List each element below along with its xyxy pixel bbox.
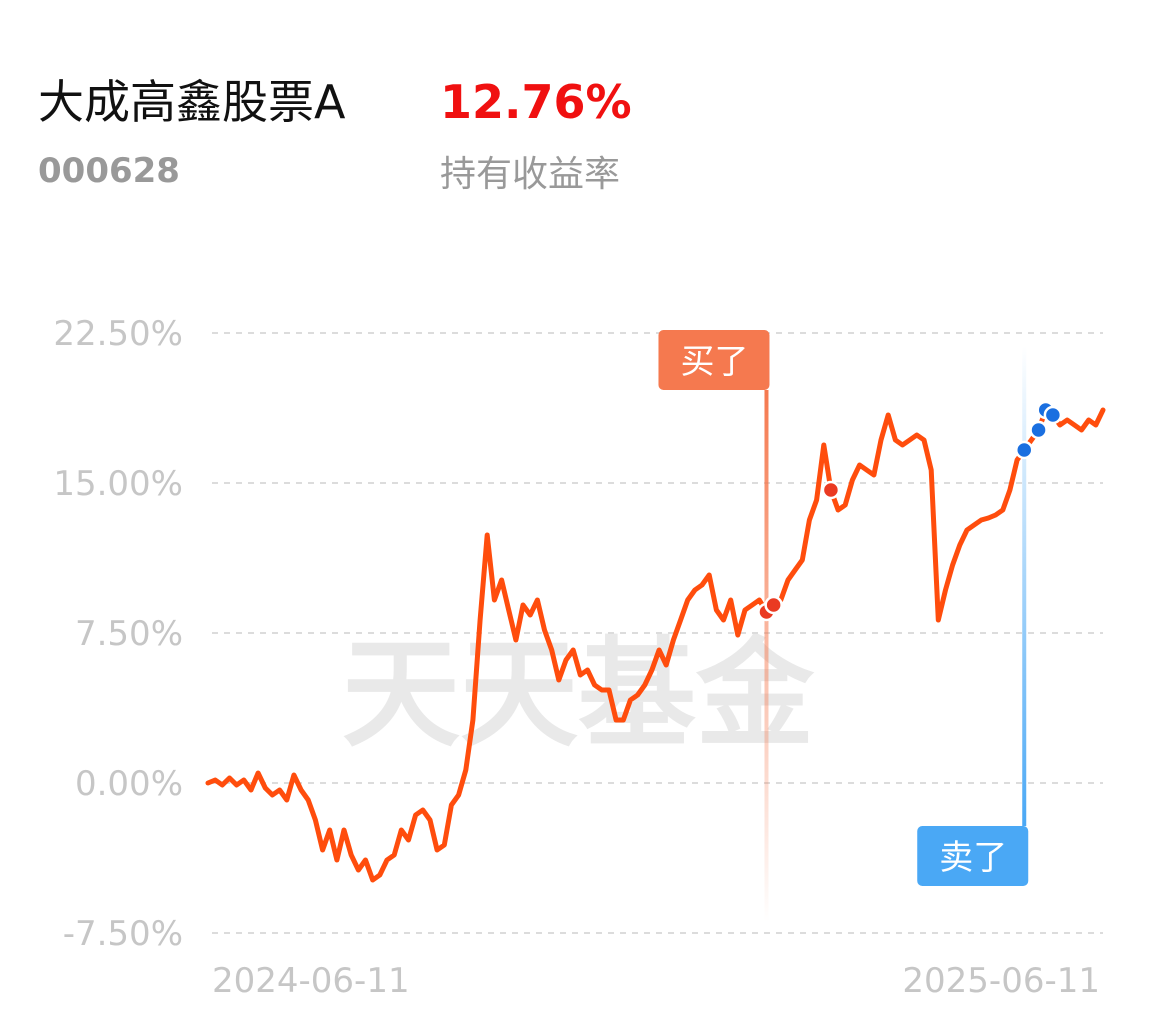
y-tick-label: 15.00%	[53, 464, 183, 504]
sell-flag	[917, 826, 1029, 886]
y-tick-label: -7.50%	[63, 914, 183, 954]
x-tick-label: 2024-06-11	[212, 961, 410, 1001]
sell-marker	[1014, 440, 1034, 460]
buy-flag-line	[764, 390, 769, 922]
holding-return: 12.76%	[440, 75, 632, 129]
buy-marker	[821, 480, 841, 500]
return-label: 持有收益率	[440, 154, 620, 195]
return-line	[205, 407, 1106, 883]
y-tick-label: 22.50%	[53, 314, 183, 354]
buy-flag	[658, 330, 770, 390]
sell-flag-label: 卖了	[939, 838, 1007, 878]
sell-marker	[1043, 405, 1063, 425]
x-tick-label: 2025-06-11	[902, 961, 1100, 1001]
fund-code: 000628	[38, 151, 180, 191]
fund-name: 大成高鑫股票A	[38, 75, 346, 129]
watermark: 天天基金	[342, 625, 815, 763]
y-tick-label: 0.00%	[75, 764, 183, 804]
sell-flag-line	[1022, 346, 1027, 826]
buy-marker	[764, 595, 783, 615]
buy-flag-label: 买了	[680, 342, 748, 382]
y-tick-label: 7.50%	[75, 614, 183, 654]
sell-marker	[1029, 420, 1048, 440]
